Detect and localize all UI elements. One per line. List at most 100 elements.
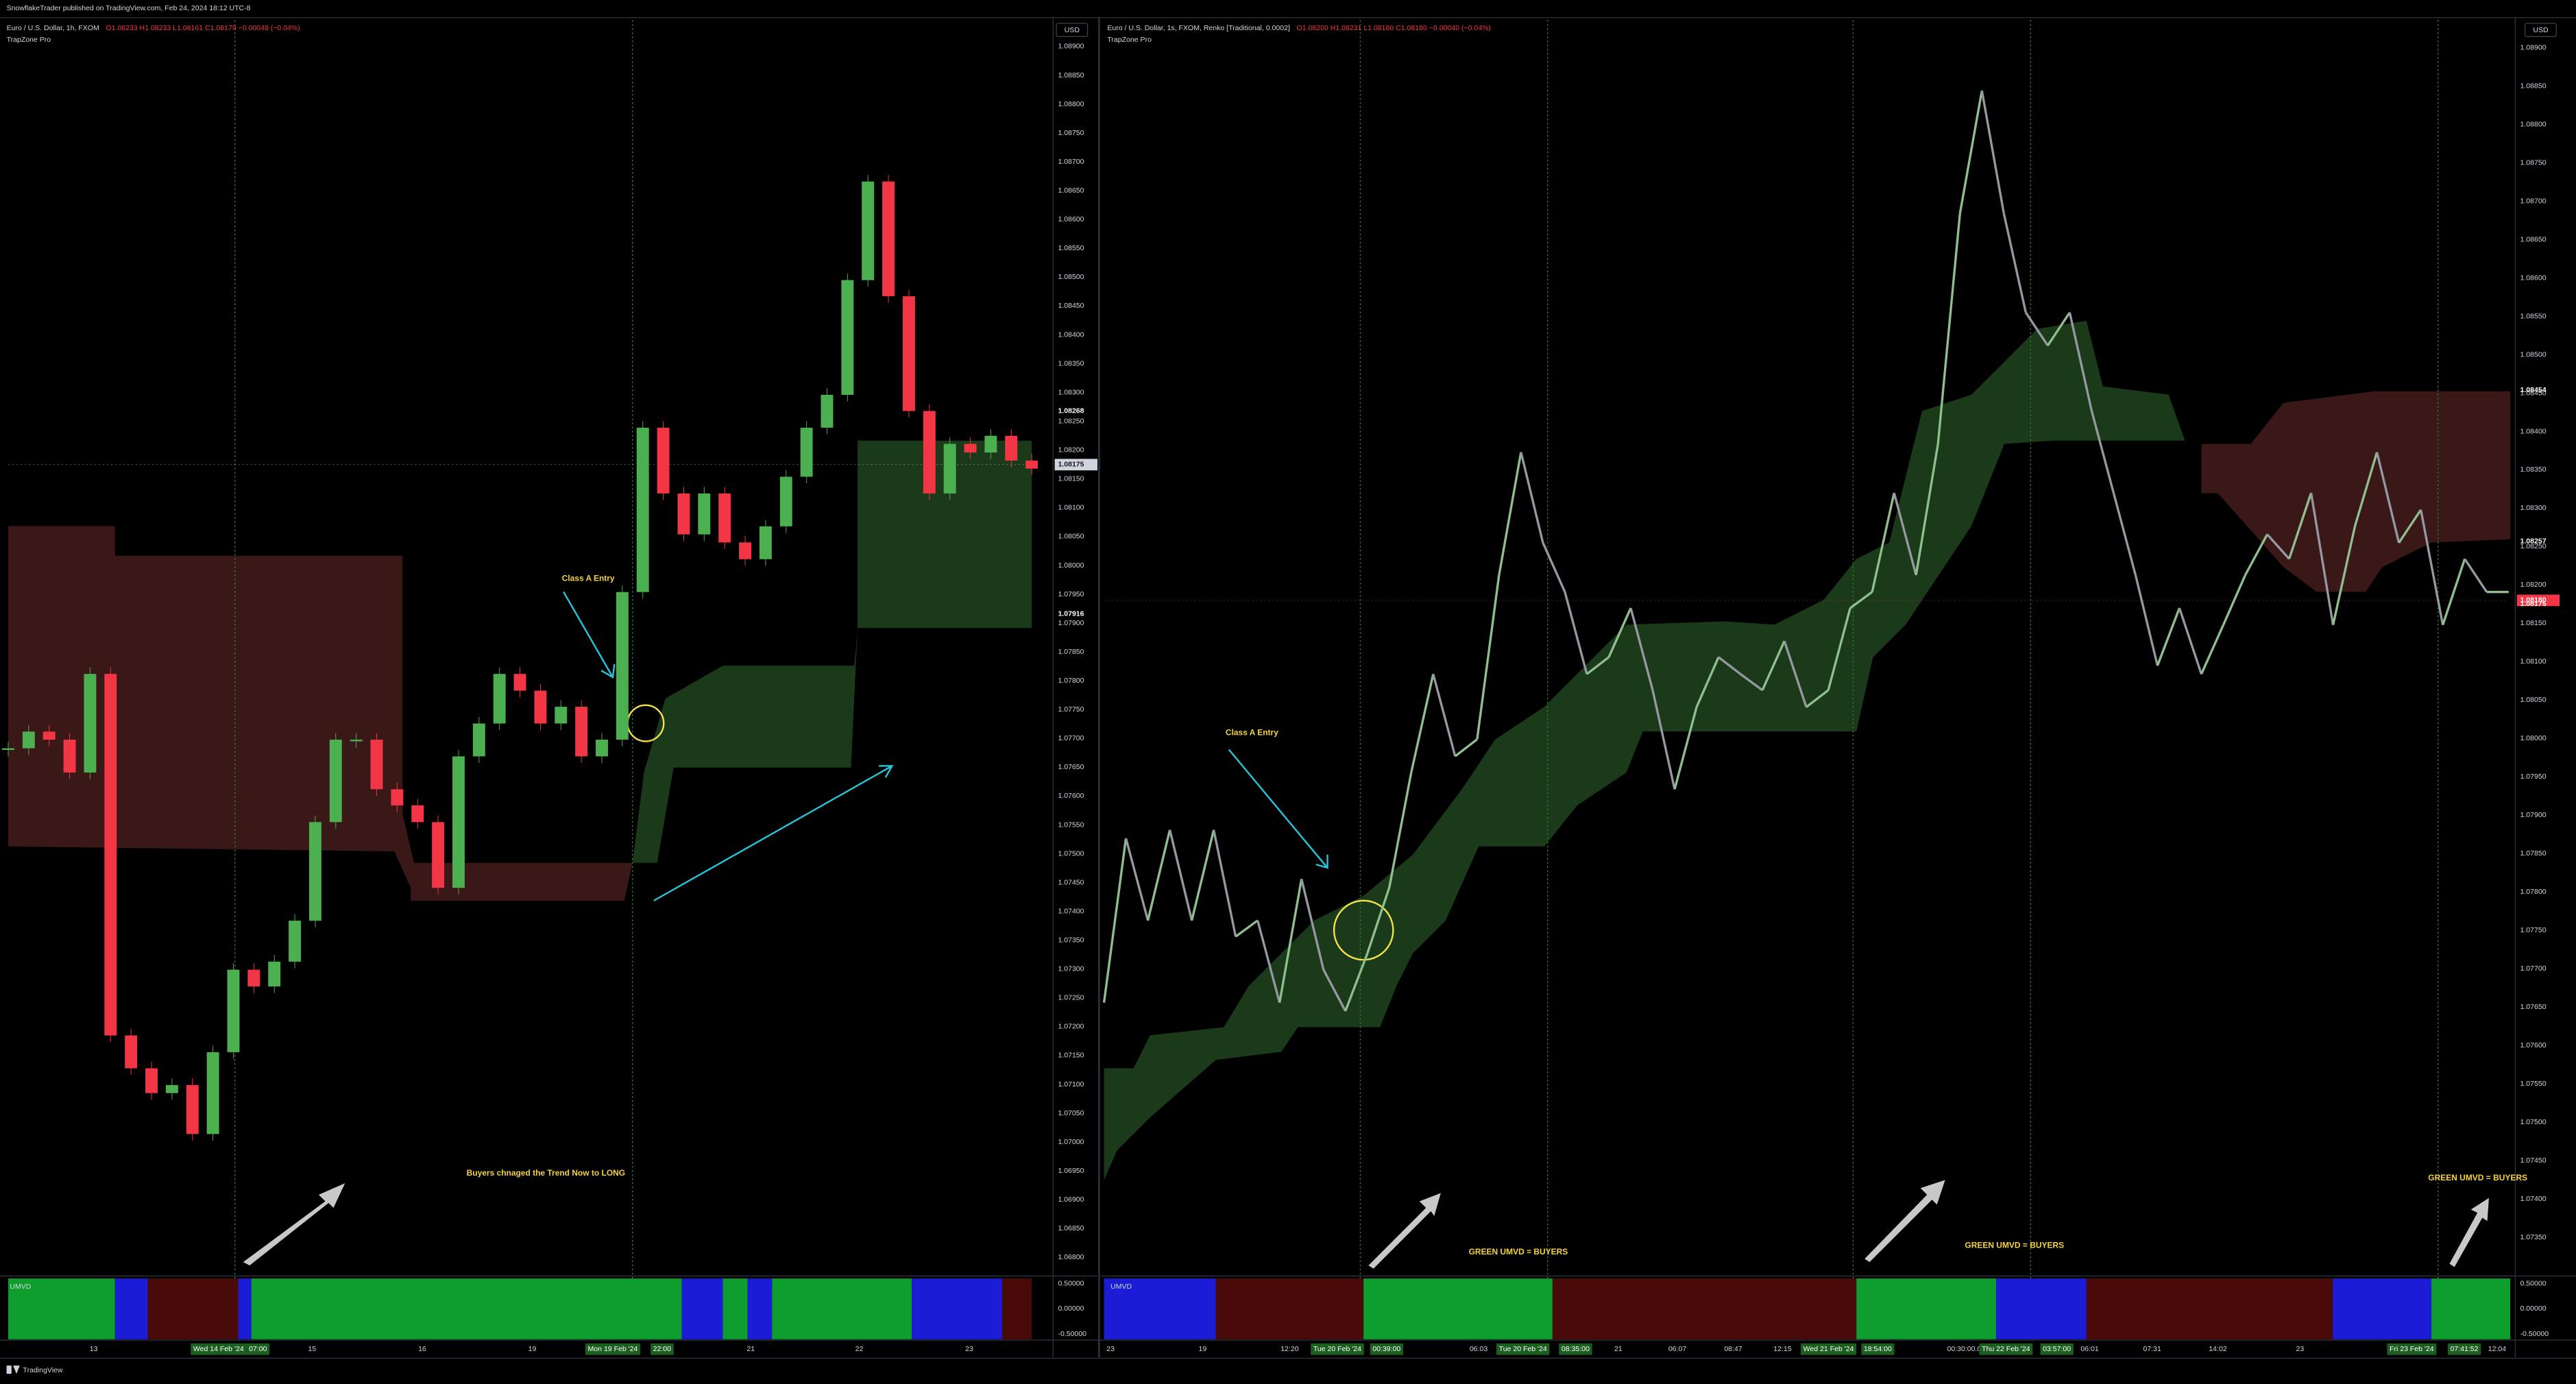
candle-body <box>1005 435 1018 461</box>
band <box>114 1278 148 1339</box>
currency: USD <box>2533 26 2549 34</box>
renko-segment <box>1585 656 1610 675</box>
band <box>747 1278 773 1339</box>
renko-segment <box>1651 690 1676 790</box>
renko-segment <box>2156 607 2181 666</box>
y-tick-label: 1.06900 <box>1058 1195 1084 1204</box>
ohlc: O1.08233 H1.08233 L1.08161 C1.08179 −0.0… <box>106 24 300 32</box>
time-highlight <box>585 1343 641 1355</box>
renko-segment <box>2002 213 2027 313</box>
arrow <box>243 1183 345 1265</box>
time-highlight <box>1559 1343 1592 1355</box>
y-tick-label: 1.07500 <box>1058 849 1084 858</box>
renko-segment <box>1191 829 1215 921</box>
y-tick-label: 1.07700 <box>2520 964 2547 973</box>
x-tick-label: 07:31 <box>2143 1345 2161 1353</box>
x-tick-label: 23 <box>965 1345 973 1353</box>
annotation: Class A Entry <box>562 573 615 583</box>
x-tick-label: Wed 14 Feb '24 <box>193 1345 244 1353</box>
y-tick-label: 1.07650 <box>2520 1003 2547 1011</box>
y-tick-label: 1.08500 <box>2520 350 2547 359</box>
candle-body <box>636 427 649 592</box>
price-box <box>2516 594 2560 607</box>
x-tick-label: 21 <box>746 1345 755 1353</box>
y-tick-label: 1.07550 <box>1058 821 1084 829</box>
candle-body <box>718 493 731 543</box>
y-tick-label: 1.07700 <box>1058 734 1084 742</box>
x-tick-label: 12:04 <box>2488 1345 2506 1353</box>
price-label: 1.08268 <box>1058 406 1084 415</box>
pane-tick-label: 0.50000 <box>1058 1279 1084 1287</box>
band <box>1856 1278 1996 1339</box>
logo-mark <box>13 1365 20 1374</box>
y-tick-label: 1.07650 <box>1058 763 1084 771</box>
candle-body <box>984 435 997 453</box>
pane-tick-label: -0.50000 <box>1058 1330 1086 1338</box>
y-tick-label: 1.07850 <box>1058 648 1084 656</box>
y-tick-label: 1.08400 <box>1058 330 1084 339</box>
candle-body <box>42 731 56 740</box>
annotation: Buyers chnaged the Trend Now to LONG <box>467 1168 625 1178</box>
renko-segment <box>2287 492 2313 559</box>
x-tick-label: 08:35:00 <box>1562 1345 1590 1353</box>
renko-segment <box>1476 574 1500 740</box>
price-label: 1.08175 <box>1058 461 1084 469</box>
tv-logo <box>6 1365 20 1374</box>
y-tick-label: 1.08800 <box>1058 100 1084 108</box>
candle-body <box>63 740 76 773</box>
band <box>2431 1278 2511 1339</box>
renko-segment <box>1322 969 1347 1012</box>
candle-body <box>923 411 936 494</box>
renko-segment <box>1432 673 1457 757</box>
y-tick-label: 1.07800 <box>1058 677 1084 685</box>
y-tick-label: 1.08600 <box>2520 274 2547 282</box>
candle-body <box>308 822 321 921</box>
renko-segment <box>1168 829 1193 921</box>
candle-body <box>186 1084 199 1134</box>
renko-segment <box>1366 887 1391 954</box>
annotation: GREEN UMVD = BUYERS <box>1965 1240 2064 1250</box>
band <box>681 1278 723 1339</box>
time-highlight <box>1979 1343 2033 1355</box>
drawings <box>243 591 2489 1269</box>
y-tick-label: 1.08200 <box>1058 446 1084 454</box>
candle-body <box>779 476 792 526</box>
red-zone <box>2201 391 2511 592</box>
candle-body <box>575 707 588 757</box>
candle-body <box>289 921 302 962</box>
renko-segment <box>1827 607 1851 691</box>
x-tick-label: 21 <box>1614 1345 1623 1353</box>
y-tick-label: 1.07800 <box>2520 888 2547 896</box>
x-tick-label: 18:54:00 <box>1864 1345 1892 1353</box>
arrow <box>563 591 616 679</box>
y-tick-label: 1.07300 <box>1058 965 1084 973</box>
x-tick-label: 06:03 <box>1470 1345 1487 1353</box>
y-tick-label: 1.07450 <box>1058 878 1084 886</box>
y-tick-label: 1.08000 <box>1058 561 1084 570</box>
candle-body <box>534 690 547 724</box>
x-tick-label: 06:01 <box>2080 1345 2098 1353</box>
renko-segment <box>1410 673 1435 773</box>
y-tick-label: 1.08100 <box>1058 504 1084 512</box>
candle-body <box>964 444 977 453</box>
candle-body <box>22 731 35 749</box>
renko-segment <box>1146 829 1171 921</box>
band <box>1001 1278 1032 1339</box>
band <box>1995 1278 2087 1339</box>
renko-segment <box>2090 410 2115 494</box>
renko-segment <box>1256 920 1281 1004</box>
renko-segment <box>2420 509 2444 625</box>
y-tick-label: 1.06800 <box>1058 1253 1084 1261</box>
renko-segment <box>1542 542 1566 593</box>
candle-body <box>759 526 772 559</box>
y-tick-label: 1.06950 <box>1058 1167 1084 1175</box>
x-tick-label: 22 <box>855 1345 864 1353</box>
y-tick-label: 1.08250 <box>1058 417 1084 425</box>
y-tick-label: 1.07350 <box>2520 1233 2547 1241</box>
logo-mark <box>6 1365 12 1374</box>
symbol-title: Euro / U.S. Dollar, 1h, FXOM <box>7 24 99 32</box>
renko-segment <box>2222 574 2247 626</box>
y-tick-label: 1.07150 <box>1058 1052 1084 1060</box>
candle-body <box>432 822 445 888</box>
